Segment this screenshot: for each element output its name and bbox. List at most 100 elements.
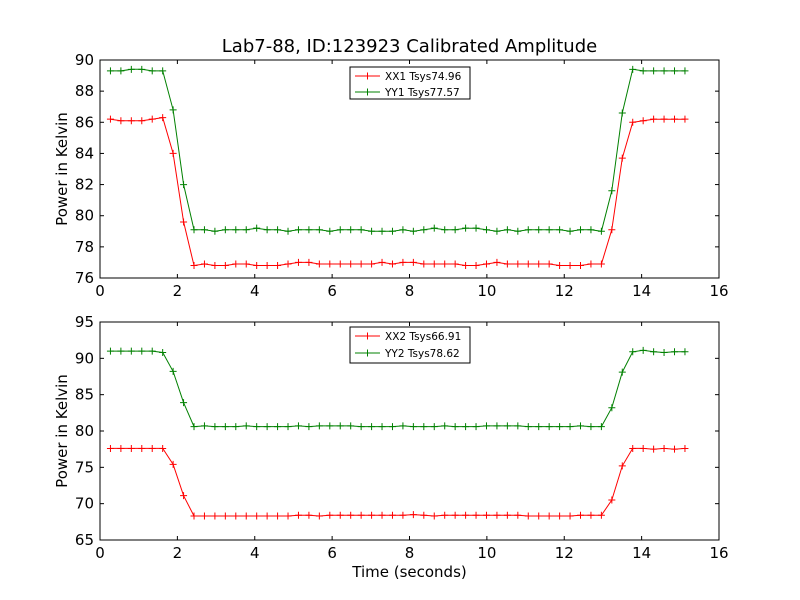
data-point [597,260,605,268]
data-point [336,260,344,268]
data-point [263,512,271,520]
y-tick-label: 85 [75,386,94,404]
series-yy2 [106,346,689,431]
data-point [138,347,146,355]
chart-title: Lab7-88, ID:123923 Calibrated Amplitude [222,36,597,57]
data-point [378,258,386,266]
data-point [629,65,637,73]
data-point [378,227,386,235]
data-point [127,117,135,125]
data-point [671,445,679,453]
data-point [420,511,428,519]
data-point [242,512,250,520]
data-point [305,226,313,234]
data-point [493,511,501,519]
x-tick-label: 14 [632,544,651,562]
data-point [566,512,574,520]
data-point [409,423,417,431]
data-point [117,117,125,125]
data-point [294,511,302,519]
data-point [639,67,647,75]
data-point [159,349,167,357]
data-point [169,106,177,114]
x-tick-label: 16 [709,544,728,562]
data-point [378,511,386,519]
data-point [180,181,188,189]
data-point [388,511,396,519]
data-point [639,444,647,452]
data-point [326,260,334,268]
x-tick-label: 12 [555,544,574,562]
data-point [535,512,543,520]
data-point [681,348,689,356]
data-point [482,260,490,268]
x-tick-label: 0 [95,544,105,562]
data-point [305,511,313,519]
data-point [576,511,584,519]
legend-label: XX2 Tsys66.91 [385,331,461,343]
data-point [190,226,198,234]
data-point [650,348,658,356]
data-point [106,67,114,75]
legend-label: YY1 Tsys77.57 [384,87,460,99]
y-tick-label: 86 [75,113,94,131]
data-point [503,422,511,430]
data-point [200,226,208,234]
data-point [159,114,167,122]
data-point [253,512,261,520]
data-point [482,511,490,519]
legend: XX1 Tsys74.96 YY1 Tsys77.57 [349,66,471,100]
y-axis-label: Power in Kelvin [53,112,71,226]
data-point [221,512,229,520]
data-point [420,260,428,268]
data-point [127,65,135,73]
y-tick-label: 80 [75,207,94,225]
data-point [159,67,167,75]
data-point [451,423,459,431]
x-tick-label: 16 [709,282,728,300]
data-point [388,423,396,431]
data-point [399,258,407,266]
data-point [284,423,292,431]
x-tick-label: 6 [327,544,337,562]
data-point [587,511,595,519]
data-point [138,65,146,73]
y-tick-label: 82 [75,176,94,194]
data-point [681,115,689,123]
data-point [180,492,188,500]
data-point [148,347,156,355]
x-axis-label: Time (seconds) [351,563,467,581]
data-point [681,67,689,75]
legend-marker [364,88,371,96]
data-point [441,226,449,234]
x-tick-label: 10 [477,544,496,562]
data-point [106,115,114,123]
data-point [378,423,386,431]
data-point [326,511,334,519]
data-point [472,224,480,232]
data-point [148,67,156,75]
data-point [430,423,438,431]
data-point [503,226,511,234]
data-point [545,423,553,431]
legend-label: YY2 Tsys78.62 [384,348,460,360]
y-tick-label: 65 [75,531,94,549]
data-point [242,260,250,268]
data-point [305,423,313,431]
data-point [284,227,292,235]
data-point [514,422,522,430]
data-point [430,224,438,232]
data-point [232,260,240,268]
data-point [388,260,396,268]
data-point [556,423,564,431]
data-point [524,260,532,268]
data-point [221,423,229,431]
x-tick-label: 14 [632,282,651,300]
data-point [106,444,114,452]
data-point [263,423,271,431]
data-point [430,260,438,268]
y-tick-label: 95 [75,313,94,331]
y-tick-label: 90 [75,349,94,367]
data-point [608,404,616,412]
